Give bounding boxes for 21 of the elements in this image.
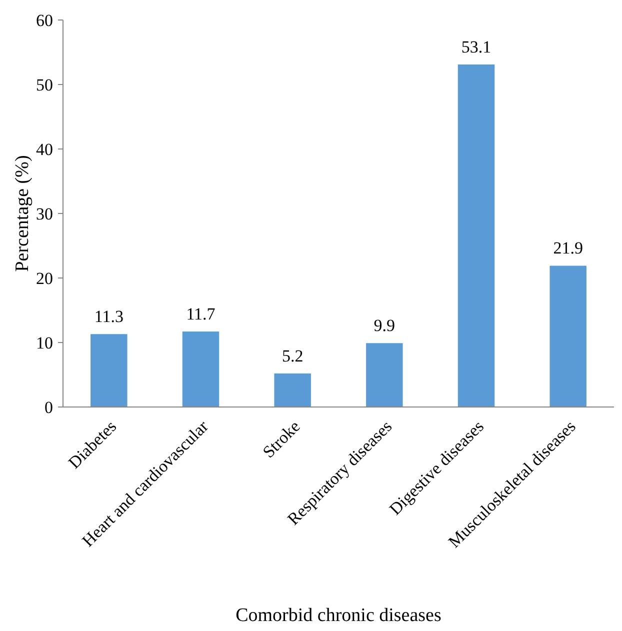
data-label: 11.3 (94, 307, 124, 326)
y-tick-label: 30 (36, 204, 53, 224)
y-tick-label: 60 (36, 10, 53, 30)
data-label: 5.2 (282, 346, 304, 366)
data-label: 11.7 (186, 304, 216, 324)
bar (90, 334, 128, 407)
x-axis-title: Comorbid chronic diseases (236, 605, 442, 626)
bar (182, 332, 220, 407)
y-tick-label: 10 (36, 333, 53, 352)
bar (458, 64, 495, 407)
y-tick-label: 40 (36, 140, 53, 159)
bar (274, 373, 311, 407)
data-label: 21.9 (553, 238, 583, 258)
y-tick-label: 20 (36, 268, 53, 288)
data-label: 9.9 (374, 316, 396, 336)
bar (366, 343, 403, 407)
y-axis-title: Percentage (%) (12, 155, 33, 272)
bar (550, 266, 586, 407)
y-tick-label: 50 (36, 75, 53, 94)
y-tick-label: 0 (44, 398, 53, 417)
data-label: 53.1 (461, 38, 492, 57)
